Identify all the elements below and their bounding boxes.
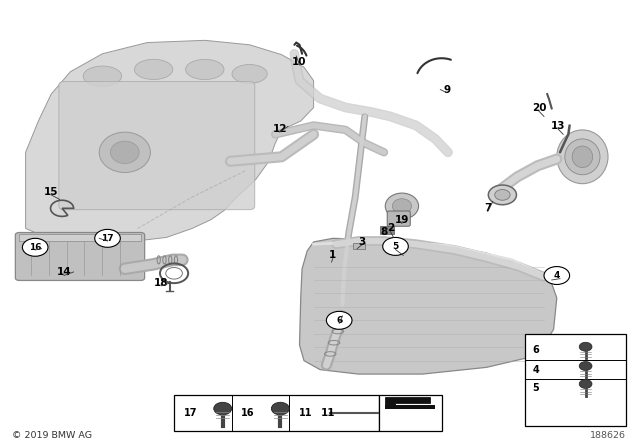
Circle shape: [579, 342, 592, 351]
Ellipse shape: [557, 130, 608, 184]
Ellipse shape: [232, 65, 268, 83]
Text: 10: 10: [292, 57, 307, 67]
Circle shape: [22, 238, 48, 256]
Circle shape: [95, 229, 120, 247]
Polygon shape: [26, 40, 314, 244]
Text: 20: 20: [532, 103, 546, 113]
Text: 188626: 188626: [590, 431, 626, 440]
Text: 7: 7: [484, 203, 492, 213]
Circle shape: [544, 267, 570, 284]
Circle shape: [326, 311, 352, 329]
Polygon shape: [300, 238, 557, 374]
Text: 17: 17: [101, 234, 114, 243]
FancyBboxPatch shape: [19, 234, 141, 241]
FancyBboxPatch shape: [59, 82, 255, 210]
Ellipse shape: [385, 193, 419, 219]
Circle shape: [214, 402, 232, 415]
Circle shape: [271, 402, 289, 415]
Text: © 2019 BMW AG: © 2019 BMW AG: [12, 431, 92, 440]
Circle shape: [383, 237, 408, 255]
Text: 5: 5: [392, 242, 399, 251]
FancyBboxPatch shape: [380, 226, 394, 234]
Ellipse shape: [186, 59, 224, 79]
Ellipse shape: [564, 139, 600, 175]
Text: 13: 13: [551, 121, 565, 131]
FancyBboxPatch shape: [15, 233, 145, 280]
Text: 5: 5: [532, 383, 540, 392]
Text: 6: 6: [336, 316, 342, 325]
Text: 19: 19: [395, 215, 409, 225]
Circle shape: [488, 185, 516, 205]
Ellipse shape: [572, 146, 593, 168]
Text: 9: 9: [443, 85, 451, 95]
Text: 6: 6: [532, 345, 540, 355]
Text: 16: 16: [241, 408, 255, 418]
Text: 14: 14: [57, 267, 71, 277]
Text: 17: 17: [184, 408, 197, 418]
FancyBboxPatch shape: [525, 334, 626, 426]
Text: 3: 3: [358, 237, 365, 247]
Polygon shape: [353, 243, 365, 249]
Text: 4: 4: [554, 271, 560, 280]
Ellipse shape: [134, 59, 173, 79]
Text: 2: 2: [387, 224, 394, 233]
FancyBboxPatch shape: [379, 395, 442, 431]
Text: 4: 4: [532, 365, 540, 375]
Polygon shape: [385, 397, 430, 406]
Text: 11: 11: [321, 408, 335, 418]
Bar: [385, 405, 435, 409]
Text: 12: 12: [273, 124, 287, 134]
FancyBboxPatch shape: [174, 395, 379, 431]
Text: 11: 11: [299, 408, 312, 418]
FancyBboxPatch shape: [387, 211, 410, 226]
Text: 8: 8: [380, 227, 388, 237]
Ellipse shape: [111, 141, 140, 164]
Ellipse shape: [83, 66, 122, 86]
Text: 16: 16: [29, 243, 42, 252]
Ellipse shape: [392, 198, 412, 213]
Text: 15: 15: [44, 187, 58, 197]
Ellipse shape: [99, 132, 150, 172]
Circle shape: [579, 362, 592, 370]
Circle shape: [579, 379, 592, 388]
Circle shape: [495, 190, 510, 200]
Text: 18: 18: [154, 278, 168, 288]
Text: 1: 1: [329, 250, 337, 260]
